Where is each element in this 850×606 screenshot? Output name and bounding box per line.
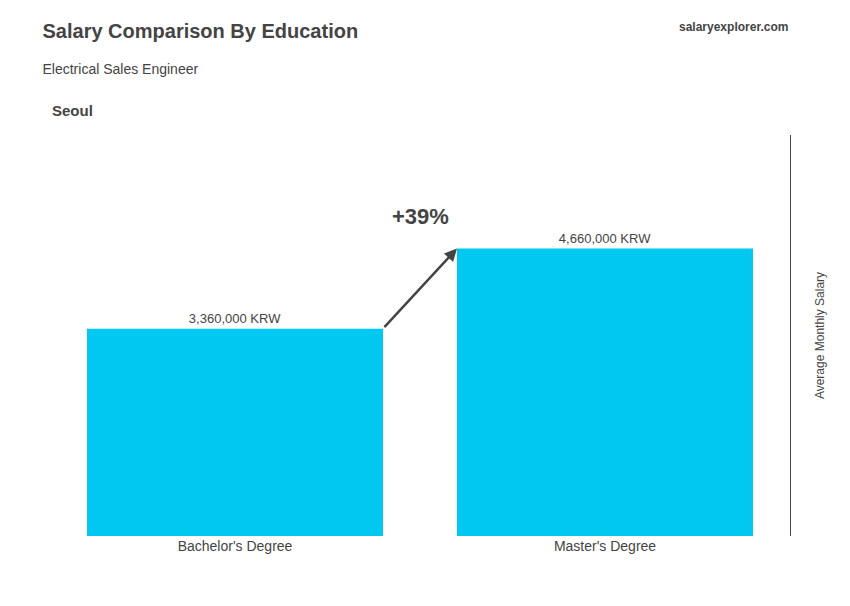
svg-text:3,360,000 KRW: 3,360,000 KRW	[189, 311, 281, 326]
svg-text:salaryexplorer.com: salaryexplorer.com	[679, 20, 788, 34]
svg-text:Seoul: Seoul	[52, 102, 93, 119]
svg-text:4,660,000 KRW: 4,660,000 KRW	[559, 231, 651, 246]
svg-text:Master's Degree: Master's Degree	[554, 538, 656, 554]
svg-text:Bachelor's Degree: Bachelor's Degree	[178, 538, 293, 554]
svg-text:Electrical Sales Engineer: Electrical Sales Engineer	[43, 61, 199, 77]
svg-text:Salary Comparison By Education: Salary Comparison By Education	[43, 20, 359, 42]
svg-text:Average Monthly Salary: Average Monthly Salary	[813, 272, 827, 399]
svg-text:+39%: +39%	[392, 204, 449, 229]
